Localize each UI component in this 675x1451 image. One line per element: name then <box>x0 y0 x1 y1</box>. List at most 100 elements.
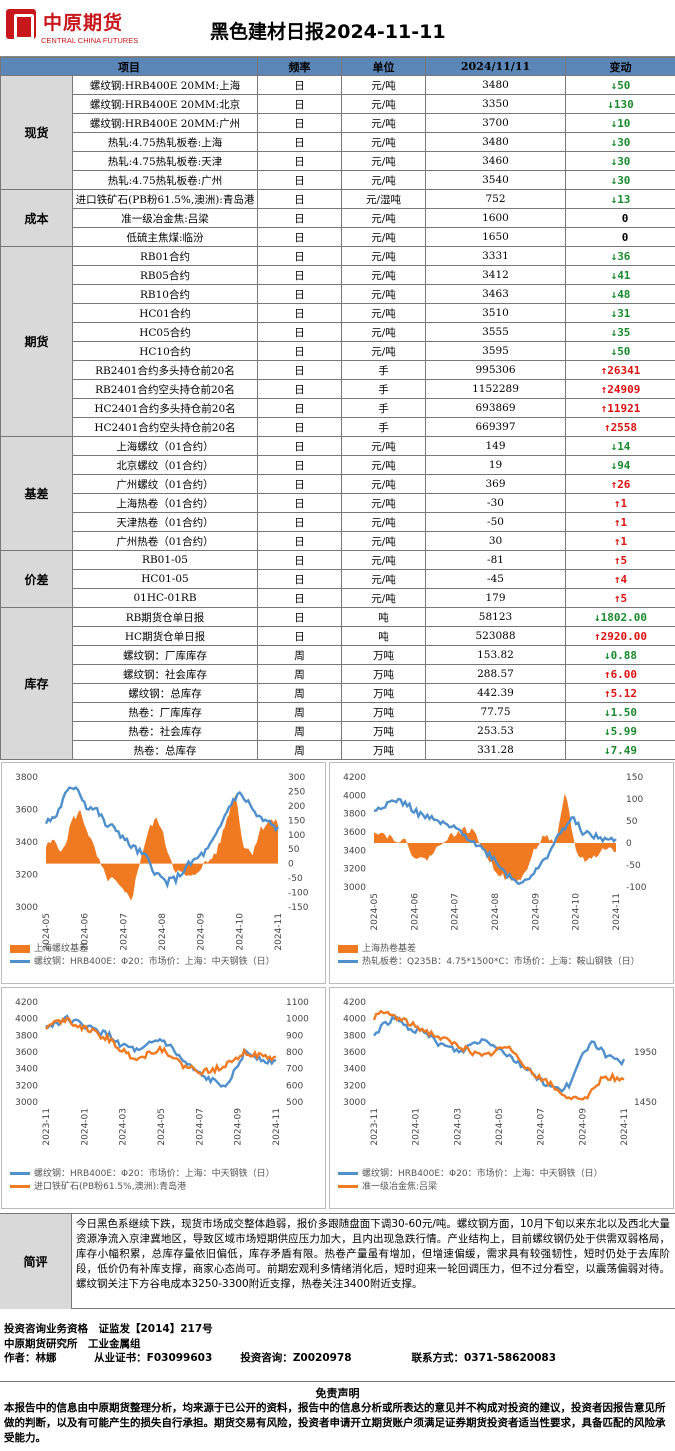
item-name: RB05合约 <box>72 265 258 285</box>
legend-swatch <box>338 1185 358 1188</box>
table-row: RB2401合约空头持仓前20名日手 1152289 ↑24909 <box>1 379 675 399</box>
price-line-series <box>372 1009 625 1101</box>
table-row: HC10合约日元/吨 3595 ↓50 <box>1 341 675 361</box>
logo-emblem <box>6 9 36 40</box>
legend-swatch <box>10 1172 30 1175</box>
legend-label: 进口铁矿石(PB粉61.5%,澳洲):青岛港 <box>34 1182 187 1192</box>
frequency-cell: 日 <box>257 303 342 323</box>
down-arrow-icon: ↓ <box>603 705 611 719</box>
value-cell: 288.57 <box>425 664 566 684</box>
change-cell: ↑6.00 <box>565 664 675 684</box>
item-name: 低硫主焦煤:临汾 <box>72 227 258 247</box>
value-cell: 442.39 <box>425 683 566 703</box>
value-cell: 30 <box>425 531 566 551</box>
table-row: HC2401合约空头持仓前20名日手 669397 ↑2558 <box>1 417 675 437</box>
change-cell: 0 <box>565 227 675 247</box>
x-axis-tick-label: 2024-11 <box>612 893 622 931</box>
left-axis-tick-label: 4200 <box>15 998 38 1008</box>
change-value: 36 <box>617 249 631 263</box>
up-arrow-icon: ↑ <box>600 401 608 415</box>
down-arrow-icon: ↓ <box>610 439 618 453</box>
disclaimer-text: 本报告中的信息由中原期货整理分析，均来源于已公开的资料，报告中的信息分析或所表达… <box>4 1402 666 1444</box>
left-axis-tick-label: 3400 <box>343 846 366 856</box>
col-header-unit: 单位 <box>341 57 426 76</box>
chart-shanghai-hrc-basis: 4200 4000 3800 3600 3400 3200 3000 150 100 50 0 -50… <box>329 762 674 984</box>
change-value: 2920.00 <box>600 629 647 643</box>
cert-number: F03099603 <box>146 1352 213 1364</box>
commentary-section: 简评 今日黑色系继续下跌，现货市场成交整体趋弱，报价多跟随盘面下调30-60元/… <box>0 1213 675 1309</box>
item-name: RB01合约 <box>72 246 258 266</box>
value-cell: 1650 <box>425 227 566 247</box>
up-arrow-icon: ↑ <box>603 667 611 681</box>
item-name: HC01-05 <box>72 569 258 589</box>
item-name: 上海热卷（01合约） <box>72 493 258 513</box>
down-arrow-icon: ↓ <box>610 249 618 263</box>
right-axis-tick-label: 600 <box>286 1081 303 1091</box>
table-row: 基差 上海螺纹（01合约）日元/吨 149 ↓14 <box>0 436 675 551</box>
change-cell: ↓130 <box>565 94 675 114</box>
table-row: 现货 螺纹钢:HRB400E 20MM:上海日元/吨 3480 ↓50 <box>0 75 675 190</box>
right-axis-tick-label: -150 <box>288 903 309 913</box>
change-cell: ↑5 <box>565 588 675 608</box>
value-cell: 19 <box>425 455 566 475</box>
right-axis-tick-label: -100 <box>288 889 309 899</box>
right-axis-tick-label: 0 <box>288 860 294 870</box>
change-cell: ↓0.88 <box>565 645 675 665</box>
logo-english-name: CENTRAL CHINA FUTURES <box>41 36 139 45</box>
change-value: 26 <box>617 477 631 491</box>
value-cell: 3460 <box>425 151 566 171</box>
advisor-number: Z0020978 <box>292 1352 352 1364</box>
change-cell: ↑1 <box>565 531 675 551</box>
legend-entry: 上海螺纹基差 <box>10 943 319 956</box>
change-cell: ↓30 <box>565 151 675 171</box>
frequency-cell: 日 <box>257 132 342 152</box>
left-axis-tick-label: 4000 <box>343 791 366 801</box>
frequency-cell: 日 <box>257 151 342 171</box>
value-cell: 369 <box>425 474 566 494</box>
contact-line: 作者：林娜 从业证书：F03099603 投资咨询：Z0020978 联系方式：… <box>4 1352 556 1364</box>
table-body: 现货 螺纹钢:HRB400E 20MM:上海日元/吨 3480 ↓50 螺纹钢:HRB4… <box>0 75 675 760</box>
unit-cell: 元/吨 <box>341 75 426 95</box>
change-value: 26341 <box>607 363 641 377</box>
col-header-date: 2024/11/11 <box>425 57 566 76</box>
left-axis-tick-label: 3200 <box>343 1081 366 1091</box>
change-value: 0 <box>621 211 629 225</box>
change-value: 1 <box>620 515 628 529</box>
legend-entry: 热轧板卷：Q235B：4.75*1500*C：市场价：上海：鞍山钢铁（日） <box>338 956 667 969</box>
price-line-series <box>45 1014 277 1088</box>
table-row: 准一级冶金焦:吕梁日元/吨 1600 0 <box>1 208 675 228</box>
unit-cell: 元/吨 <box>341 493 426 513</box>
table-row: 广州螺纹（01合约）日元/吨 369 ↑26 <box>1 474 675 494</box>
frequency-cell: 日 <box>257 417 342 437</box>
legend-swatch <box>10 1185 30 1188</box>
price-line-series <box>373 1015 626 1093</box>
x-axis-tick-label: 2024-07 <box>451 893 461 931</box>
table-row: 广州热卷（01合约）日元/吨 30 ↑1 <box>1 531 675 551</box>
frequency-cell: 日 <box>257 75 342 95</box>
left-axis-tick-label: 3600 <box>15 806 38 816</box>
value-cell: 253.53 <box>425 721 566 741</box>
unit-cell: 万吨 <box>341 664 426 684</box>
change-cell: ↓50 <box>565 75 675 95</box>
unit-cell: 元/吨 <box>341 113 426 133</box>
value-cell: -81 <box>425 550 566 570</box>
unit-cell: 手 <box>341 417 426 437</box>
value-cell: 149 <box>425 436 566 456</box>
category-label: 库存 <box>0 607 73 760</box>
table-row: 螺纹钢：总库存周万吨 442.39 ↑5.12 <box>1 683 675 703</box>
table-row: 螺纹钢：厂库库存周万吨 153.82 ↓0.88 <box>1 645 675 665</box>
left-axis-tick-label: 3600 <box>15 1048 38 1058</box>
change-cell: ↓41 <box>565 265 675 285</box>
change-value: 4 <box>620 572 628 586</box>
up-arrow-icon: ↑ <box>613 496 621 510</box>
author-name: 林娜 <box>35 1352 57 1364</box>
up-arrow-icon: ↑ <box>603 686 611 700</box>
right-axis-tick-label: 100 <box>288 831 305 841</box>
left-axis-tick-label: 3600 <box>343 1048 366 1058</box>
frequency-cell: 日 <box>257 94 342 114</box>
down-arrow-icon: ↓ <box>603 648 611 662</box>
down-arrow-icon: ↓ <box>610 325 618 339</box>
unit-cell: 元/吨 <box>341 246 426 266</box>
license-line: 投资咨询业务资格 证监发【2014】217号 <box>4 1323 213 1335</box>
value-cell: 179 <box>425 588 566 608</box>
